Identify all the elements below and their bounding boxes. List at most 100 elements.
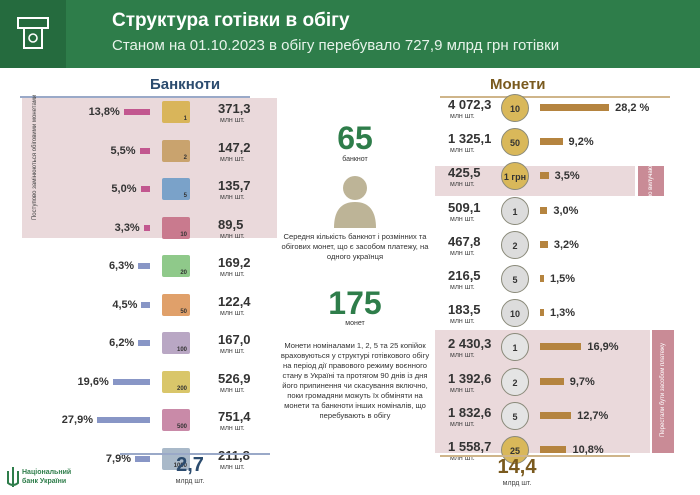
coin-image: 50 bbox=[501, 128, 529, 157]
banknote-bar bbox=[123, 109, 150, 115]
banknote-image: 20 bbox=[162, 255, 190, 277]
banknote-denomination: 5 bbox=[183, 193, 187, 199]
coin-denomination: 1 грн bbox=[503, 172, 527, 183]
coin-image: 5 bbox=[501, 401, 529, 430]
coin-count-unit: млн шт. bbox=[450, 284, 475, 291]
coin-pct-label: 3,2% bbox=[553, 238, 579, 251]
coin-image: 5 bbox=[501, 265, 529, 293]
banknote-pct-label: 19,6% bbox=[77, 375, 109, 388]
banknote-denomination: 20 bbox=[180, 270, 187, 276]
banknote-image: 10 bbox=[162, 216, 190, 239]
banknote-image: 1 bbox=[162, 101, 190, 123]
coin-denomination: 5 bbox=[512, 275, 518, 285]
banknote-bar bbox=[140, 186, 150, 192]
banknote-count-unit: млн шт. bbox=[220, 232, 245, 240]
coin-denomination: 50 bbox=[509, 138, 520, 149]
coin-bar bbox=[540, 275, 544, 282]
banknote-image: 50 bbox=[162, 293, 190, 316]
coin-count-unit: млн шт. bbox=[450, 318, 475, 326]
coin-pct-label: 3,5% bbox=[554, 170, 580, 183]
coin-pct-label: 3,0% bbox=[553, 204, 579, 217]
banknote-count: 147,2 bbox=[218, 139, 251, 155]
banknote-pct-label: 4,5% bbox=[112, 298, 138, 311]
banknote-image: 5 bbox=[162, 178, 190, 200]
banknote-count: 751,4 bbox=[218, 409, 251, 424]
banknote-count-unit: млн шт. bbox=[220, 309, 245, 317]
banknotes-total: 2,7 bbox=[176, 454, 204, 476]
coin-bar bbox=[540, 446, 567, 453]
banknote-denomination: 500 bbox=[176, 424, 187, 430]
banknote-image: 200 bbox=[162, 370, 190, 393]
coin-image: 2 bbox=[501, 230, 529, 259]
nbu-logo-line-2: банк України bbox=[22, 478, 67, 485]
banknote-count: 526,9 bbox=[218, 370, 251, 386]
coin-bar bbox=[540, 240, 548, 248]
banknote-count: 89,5 bbox=[218, 216, 244, 232]
coins-per-person-label: монет bbox=[345, 320, 365, 327]
coins-title: Монети bbox=[490, 76, 546, 93]
coin-image: 10 bbox=[501, 94, 529, 122]
person-icon bbox=[334, 176, 376, 228]
coin-count: 1 832,6 bbox=[448, 404, 492, 420]
banknote-pct-label: 3,3% bbox=[114, 221, 140, 234]
coins-bottom-line bbox=[440, 455, 630, 457]
banknote-image: 500 bbox=[162, 409, 190, 431]
banknote-count-unit: млн шт. bbox=[220, 463, 245, 471]
banknote-pct-label: 27,9% bbox=[61, 414, 93, 426]
banknote-count-unit: млн шт. bbox=[220, 194, 245, 201]
coin-image: 25 bbox=[501, 436, 529, 464]
nbu-logo-text: Національний банк України bbox=[22, 468, 71, 486]
coin-count: 1 558,7 bbox=[448, 439, 492, 454]
banknote-bar bbox=[143, 224, 150, 231]
coin-count: 183,5 bbox=[448, 302, 481, 318]
coin-pct-label: 12,7% bbox=[577, 409, 609, 422]
nbu-logo-line-1: Національний bbox=[22, 469, 72, 476]
banknote-pct-label: 5,0% bbox=[111, 183, 137, 195]
banknotes-side-label: Поступово замінюються обіговими монетами bbox=[32, 94, 38, 220]
banknote-count-unit: млн шт. bbox=[220, 425, 245, 432]
banknote-count-unit: млн шт. bbox=[220, 155, 245, 163]
banknote-bar bbox=[141, 301, 150, 308]
coin-denomination: 25 bbox=[509, 446, 520, 456]
coins-withdrawn-tab bbox=[638, 166, 664, 196]
coin-count-unit: млн шт. bbox=[450, 386, 475, 394]
coin-bar bbox=[540, 172, 549, 180]
coin-denomination: 5 bbox=[512, 411, 518, 422]
coin-pct-label: 1,5% bbox=[550, 273, 576, 285]
coin-count: 509,1 bbox=[448, 199, 481, 215]
banknote-denomination: 1000 bbox=[173, 462, 187, 469]
banknote-count-unit: млн шт. bbox=[220, 348, 245, 355]
banknote-count-unit: млн шт. bbox=[220, 386, 245, 394]
banknote-denomination: 200 bbox=[176, 385, 187, 392]
banknote-count: 211,8 bbox=[218, 447, 250, 463]
coins-withdrawn-area bbox=[435, 166, 635, 196]
coin-image: 2 bbox=[501, 367, 529, 396]
banknotes-total-unit: млрд шт. bbox=[175, 478, 205, 485]
banknotes-title-line bbox=[20, 96, 250, 98]
coin-legal-note: Монети номіналами 1, 2, 5 та 25 копійок … bbox=[280, 341, 430, 420]
coins-side-label-2: Перестали бути засобом платежу bbox=[660, 343, 666, 437]
coin-denomination: 1 bbox=[512, 206, 518, 217]
coin-image: 10 bbox=[501, 299, 529, 328]
banknote-bar bbox=[134, 455, 150, 462]
coins-title-line bbox=[440, 96, 670, 98]
coin-count: 425,5 bbox=[448, 165, 481, 181]
coin-count-unit: млн шт. bbox=[450, 181, 475, 189]
page-title: Структура готівки в обігу bbox=[112, 10, 350, 31]
coin-bar bbox=[540, 138, 563, 146]
coin-bar bbox=[540, 377, 564, 385]
banknote-image: 2 bbox=[162, 139, 190, 162]
banknote-count-unit: млн шт. bbox=[220, 271, 245, 278]
coins-side-label-1: Поступово вилучаються з обігу bbox=[648, 134, 654, 221]
coin-bar bbox=[540, 104, 610, 111]
banknote-denomination: 50 bbox=[180, 308, 187, 315]
coin-pct-label: 28,2 % bbox=[615, 102, 650, 114]
banknote-denomination: 1 bbox=[183, 116, 187, 122]
banknote-pct-label: 6,3% bbox=[108, 260, 135, 272]
coins-total: 14,4 bbox=[497, 456, 537, 478]
per-person-description: Середня кількість банкнот і розмінних та… bbox=[281, 232, 429, 261]
coin-denomination: 2 bbox=[512, 240, 518, 251]
coins-total-unit: млрд шт. bbox=[502, 480, 532, 487]
banknote-bar bbox=[138, 263, 150, 269]
coins-not-legal-area bbox=[435, 330, 650, 453]
